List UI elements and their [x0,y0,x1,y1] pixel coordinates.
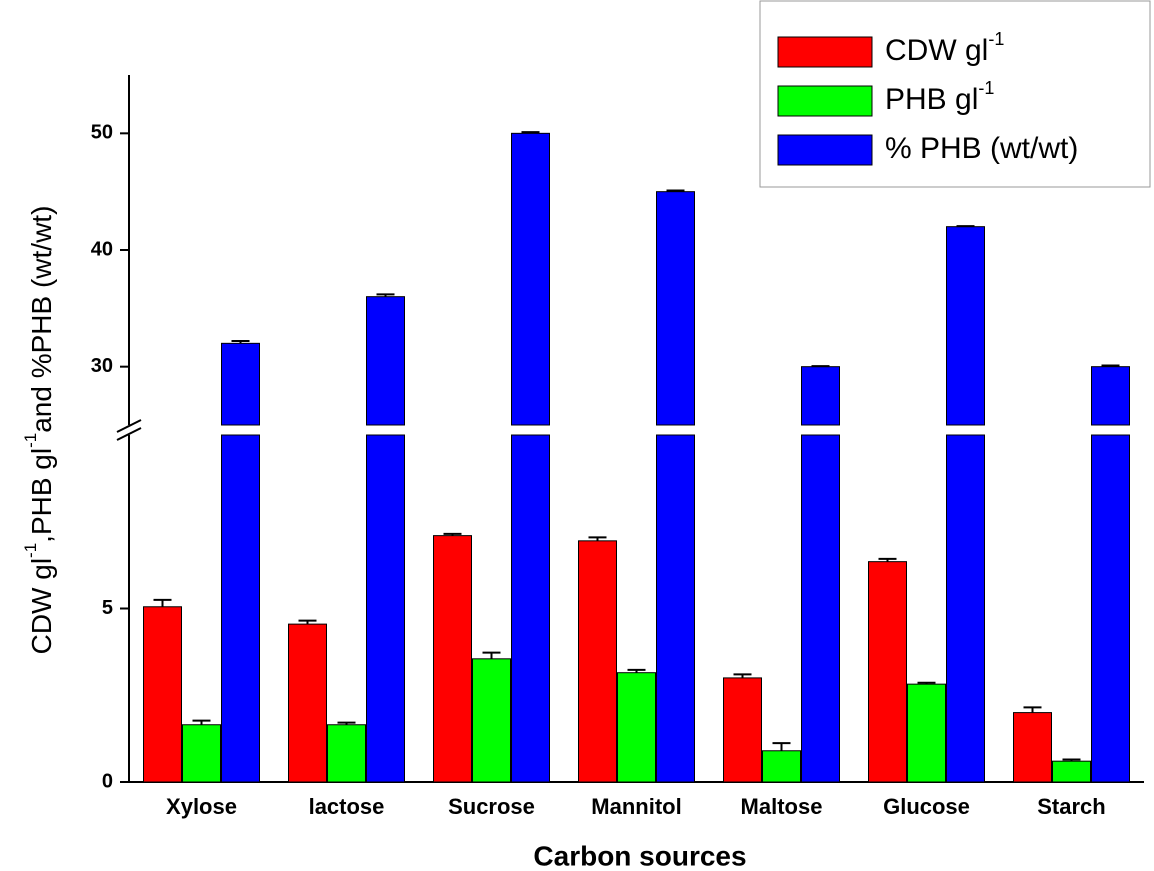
legend-swatch [777,36,873,68]
axis-break [116,427,142,441]
legend-name: % PHB (wt/wt) [885,132,1078,165]
bar [868,561,907,783]
bar [366,296,405,426]
error-bar [521,131,540,134]
x-tick-label: lactose [309,794,385,819]
error-bar [588,536,607,541]
label-part: ,PHB gl [26,448,57,543]
axis-break [116,419,142,433]
legend-name: CDW gl [885,34,988,67]
superscript: -1 [21,543,40,558]
error-bar [443,532,462,536]
superscript: -1 [978,78,994,98]
bar [1091,434,1130,783]
error-bar [733,673,752,678]
bar [327,724,366,783]
error-bar [1062,758,1081,762]
bar [946,434,985,783]
superscript: -1 [988,29,1004,49]
bar [433,535,472,783]
bar [366,434,405,783]
x-tick-label: Maltose [741,794,823,819]
y-axis-title: CDW gl-1,PHB gl-1and %PHB (wt/wt) [21,206,57,655]
bar [946,226,985,426]
x-tick-label: Glucose [883,794,970,819]
bar [288,623,327,783]
bar [472,658,511,783]
superscript: -1 [21,433,40,448]
legend-name: PHB gl [885,83,978,116]
error-bar [666,189,685,192]
legend-label: PHB gl-1 [885,78,994,116]
y-tick-label: 40 [91,238,113,260]
error-bar [811,365,830,368]
error-bar [376,293,395,297]
y-tick-label: 0 [102,770,113,792]
label-part: CDW gl [26,558,57,654]
error-bar [917,681,936,685]
bar [801,434,840,783]
bar [511,132,550,426]
bar [656,191,695,426]
error-bar [153,598,172,607]
x-tick-label: Xylose [166,794,237,819]
bar [143,606,182,783]
error-bar [627,668,646,673]
label-part: and %PHB (wt/wt) [26,206,57,433]
legend-swatch [777,85,873,117]
bar [1013,712,1052,783]
legend-label: CDW gl-1 [885,29,1004,67]
bar [801,366,840,426]
legend-swatch [777,134,873,166]
error-bar [298,619,317,625]
bar [656,434,695,783]
y-tick-label: 5 [102,597,113,619]
error-bar [1023,706,1042,713]
bar [907,683,946,783]
bar [221,342,260,426]
x-tick-label: Sucrose [448,794,535,819]
bar [1052,760,1091,783]
error-bar [192,719,211,725]
error-bar [878,557,897,562]
error-bar [1101,364,1120,367]
error-bar [482,651,501,659]
bar [221,434,260,783]
bar [762,750,801,783]
bar [511,434,550,783]
bar [723,677,762,783]
x-tick-label: Mannitol [591,794,681,819]
bar [182,724,221,783]
y-tick-label: 30 [91,355,113,377]
bar [1091,366,1130,426]
bar [578,540,617,783]
bar [617,672,656,783]
error-bar [337,721,356,725]
error-bar [772,742,791,751]
x-tick-label: Starch [1037,794,1105,819]
error-bar [231,340,250,344]
y-tick-label: 50 [91,122,113,144]
legend-label: % PHB (wt/wt) [885,132,1078,165]
x-axis-title: Carbon sources [533,840,746,871]
error-bar [956,225,975,228]
